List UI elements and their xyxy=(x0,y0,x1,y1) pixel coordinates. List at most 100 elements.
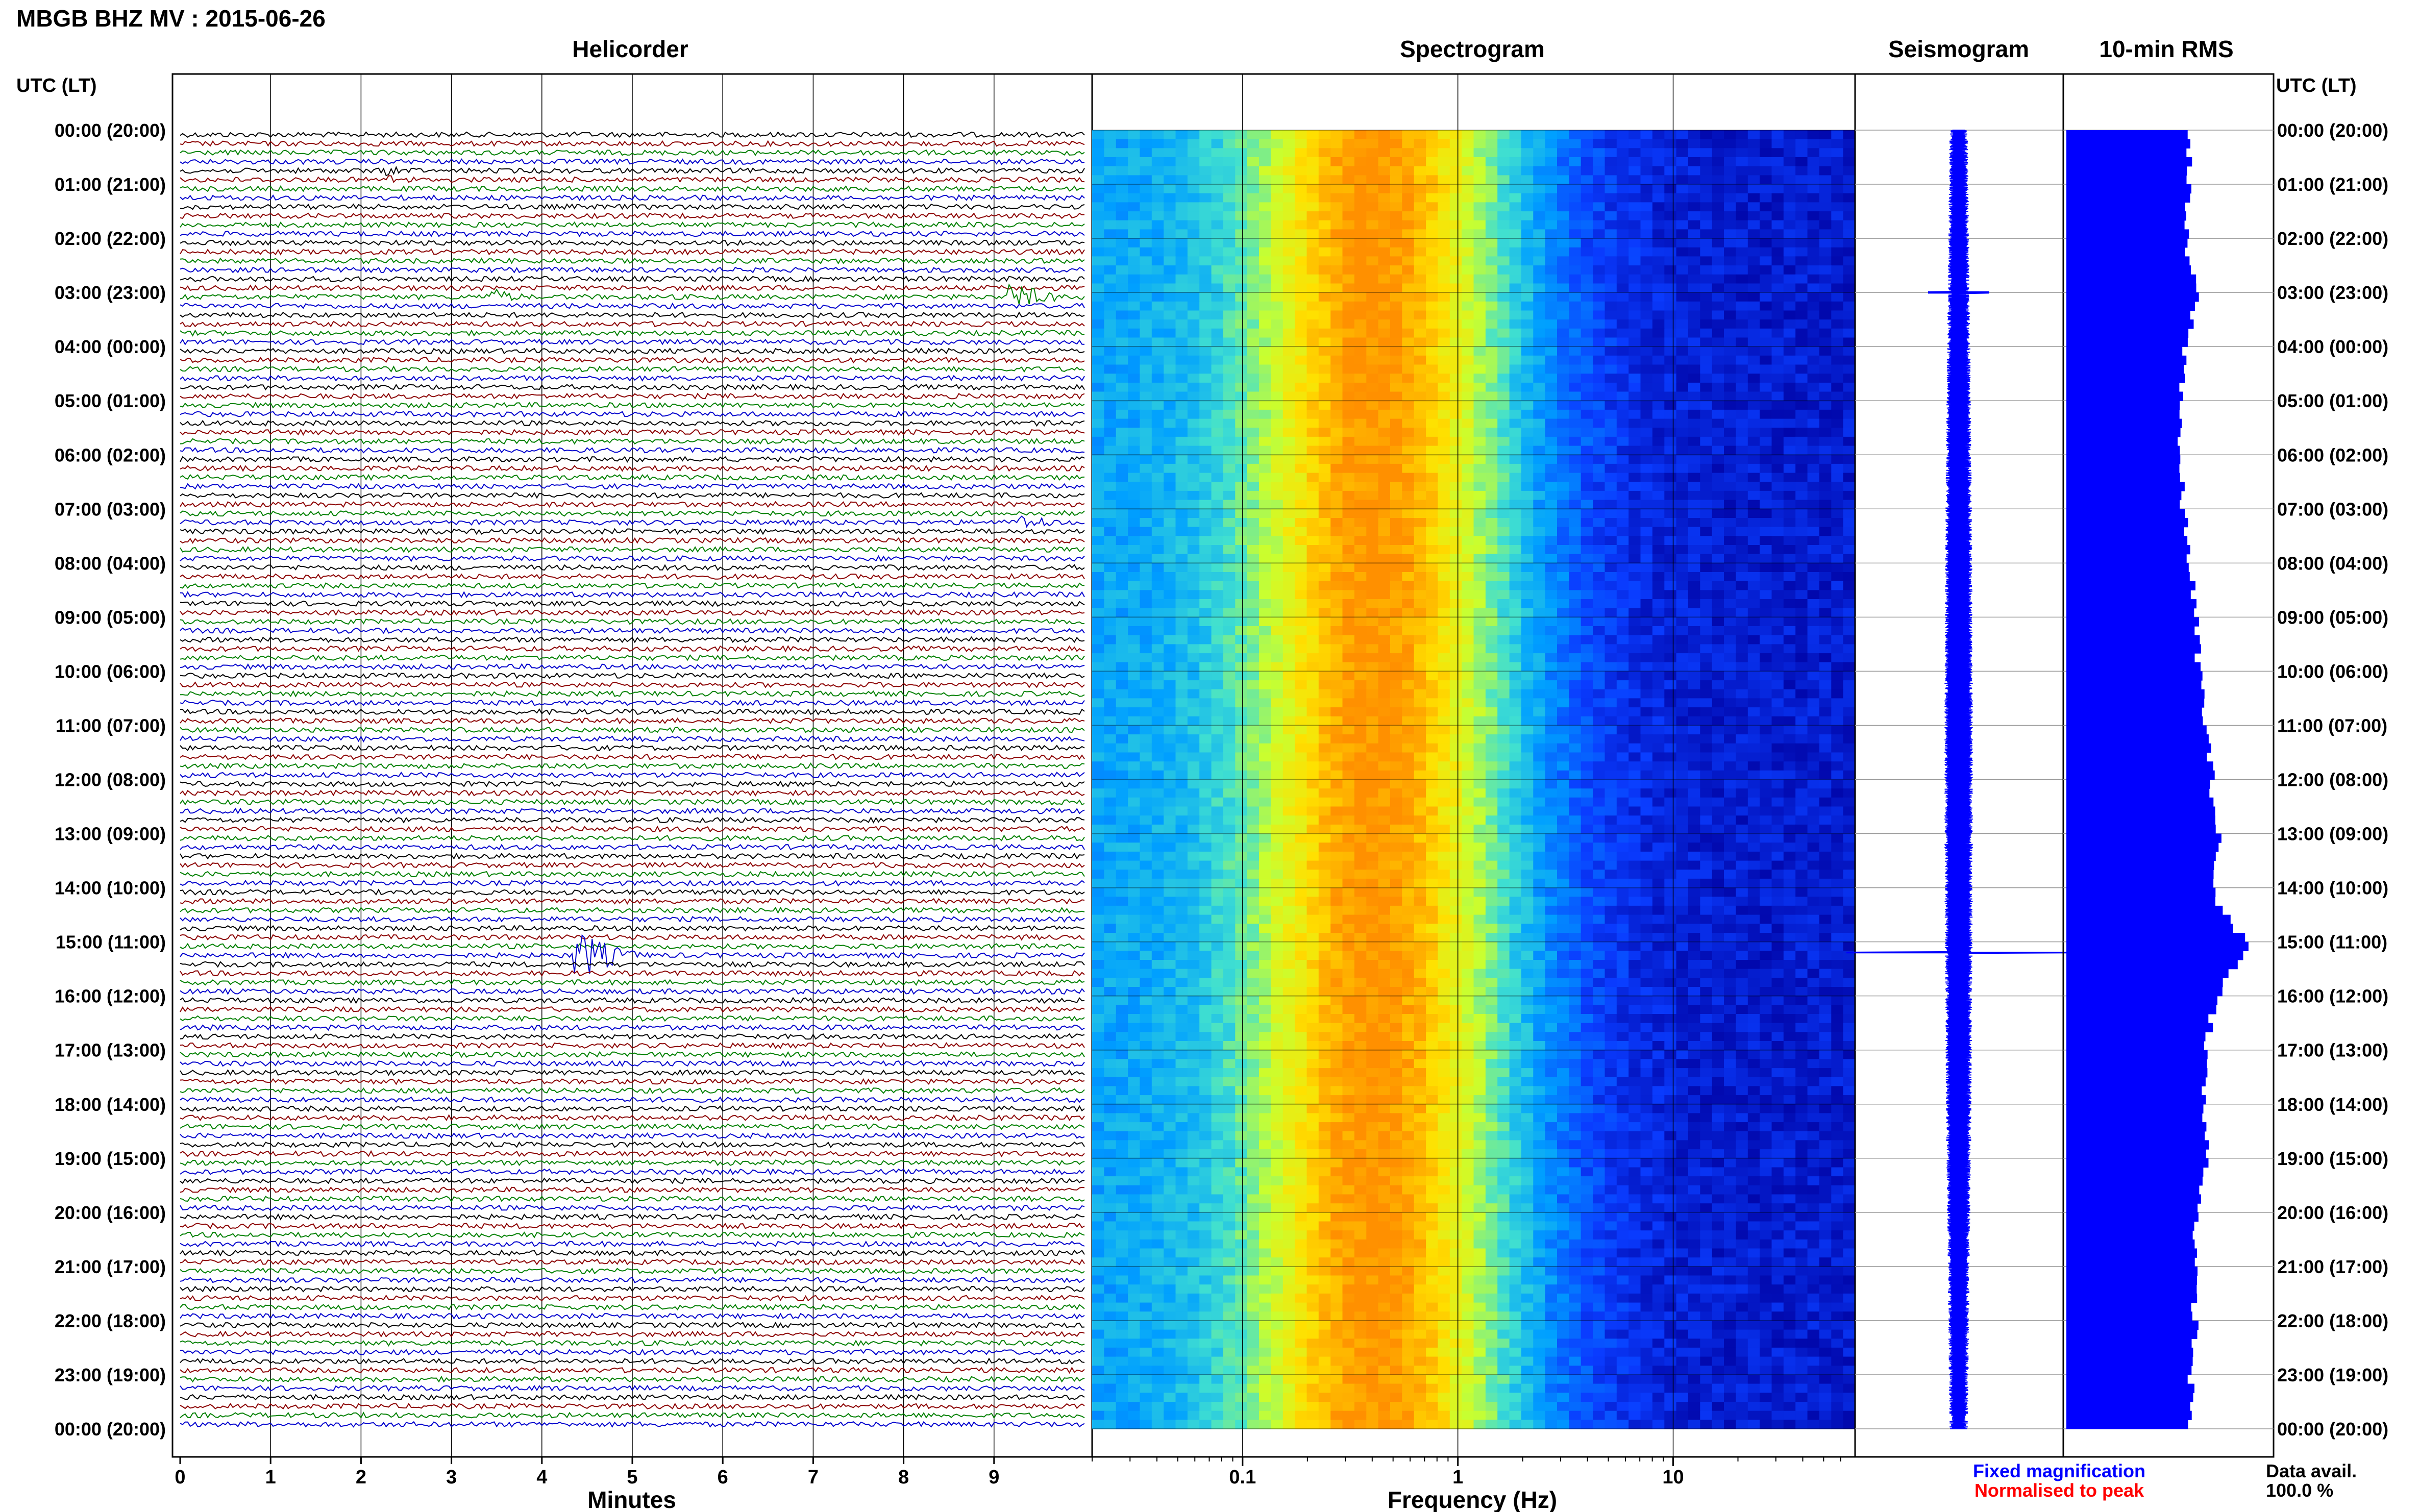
spectrogram-cell xyxy=(1282,265,1295,275)
spectrogram-cell xyxy=(1760,238,1772,248)
spectrogram-cell xyxy=(1271,374,1283,383)
spectrogram-cell xyxy=(1593,418,1606,429)
spectrogram-cell xyxy=(1366,716,1379,726)
spectrogram-cell xyxy=(1366,509,1379,518)
spectrogram-cell xyxy=(1187,238,1200,248)
spectrogram-cell xyxy=(1140,382,1152,392)
spectrogram-cell xyxy=(1128,599,1141,609)
spectrogram-cell xyxy=(1736,328,1748,338)
spectrogram-cell xyxy=(1616,184,1629,194)
spectrogram-cell xyxy=(1175,716,1188,726)
spectrogram-cell xyxy=(1342,193,1355,203)
spectrogram-cell xyxy=(1426,139,1439,149)
spectrogram-cell xyxy=(1747,301,1760,311)
spectrogram-cell xyxy=(1378,680,1391,690)
spectrogram-cell xyxy=(1831,734,1844,744)
spectrogram-cell xyxy=(1533,797,1546,807)
spectrogram-cell xyxy=(1605,391,1617,401)
spectrogram-cell xyxy=(1807,644,1820,654)
spectrogram-cell xyxy=(1497,554,1510,564)
spectrogram-cell xyxy=(1652,436,1665,447)
spectrogram-cell xyxy=(1569,734,1582,744)
spectrogram-cell xyxy=(1426,238,1439,248)
spectrogram-cell xyxy=(1473,229,1486,239)
spectrogram-cell xyxy=(1247,428,1260,437)
spectrogram-cell xyxy=(1533,743,1546,753)
spectrogram-cell xyxy=(1652,301,1665,311)
spectrogram-cell xyxy=(1449,707,1462,717)
spectrogram-cell xyxy=(1497,274,1510,284)
spectrogram-cell xyxy=(1140,797,1152,807)
spectrogram-cell xyxy=(1497,310,1510,320)
spectrogram-cell xyxy=(1390,355,1403,365)
spectrogram-cell xyxy=(1426,193,1439,203)
spectrogram-cell xyxy=(1795,500,1808,510)
spectrogram-cell xyxy=(1485,265,1498,275)
spectrogram-cell xyxy=(1247,418,1260,429)
spectrogram-cell xyxy=(1497,220,1510,230)
spectrogram-cell xyxy=(1760,482,1772,491)
spectrogram-cell xyxy=(1593,238,1606,248)
spectrogram-cell xyxy=(1295,572,1307,582)
spectrogram-cell xyxy=(1140,752,1152,762)
spectrogram-cell xyxy=(1783,563,1796,573)
spectrogram-cell xyxy=(1509,211,1522,221)
spectrogram-cell xyxy=(1378,698,1391,708)
spectrogram-cell xyxy=(1342,374,1355,383)
spectrogram-cell xyxy=(1462,193,1474,203)
spectrogram-cell xyxy=(1354,374,1367,383)
spectrogram-cell xyxy=(1736,157,1748,167)
spectrogram-cell xyxy=(1819,500,1832,510)
spectrogram-cell xyxy=(1819,409,1832,419)
spectrogram-cell xyxy=(1259,626,1272,636)
spectrogram-cell xyxy=(1509,590,1522,600)
spectrogram-cell xyxy=(1271,175,1283,185)
spectrogram-cell xyxy=(1688,229,1701,239)
spectrogram-cell xyxy=(1605,274,1617,284)
spectrogram-cell xyxy=(1497,653,1510,663)
spectrogram-cell xyxy=(1533,346,1546,356)
spectrogram-cell xyxy=(1104,779,1117,789)
spectrogram-cell xyxy=(1402,626,1415,636)
spectrogram-cell xyxy=(1318,211,1331,221)
spectrogram-cell xyxy=(1616,635,1629,645)
spectrogram-cell xyxy=(1211,401,1224,410)
helicorder-trace xyxy=(180,1006,1085,1013)
spectrogram-cell xyxy=(1438,292,1450,302)
spectrogram-cell xyxy=(1426,536,1439,546)
spectrogram-cell xyxy=(1402,148,1415,158)
spectrogram-cell xyxy=(1473,274,1486,284)
spectrogram-cell xyxy=(1116,599,1128,609)
spectrogram-cell xyxy=(1199,211,1212,221)
spectrogram-cell xyxy=(1318,256,1331,266)
spectrogram-cell xyxy=(1402,346,1415,356)
spectrogram-cell xyxy=(1462,382,1474,392)
spectrogram-cell xyxy=(1569,175,1582,185)
spectrogram-cell xyxy=(1390,734,1403,744)
spectrogram-cell xyxy=(1271,337,1283,347)
spectrogram-cell xyxy=(1187,292,1200,302)
spectrogram-cell xyxy=(1747,635,1760,645)
spectrogram-cell xyxy=(1807,319,1820,329)
spectrogram-cell xyxy=(1664,346,1677,356)
spectrogram-cell xyxy=(1485,346,1498,356)
spectrogram-cell xyxy=(1438,220,1450,230)
spectrogram-cell xyxy=(1557,175,1570,185)
spectrogram-cell xyxy=(1700,202,1713,212)
spectrogram-cell xyxy=(1747,680,1760,690)
spectrogram-cell xyxy=(1247,364,1260,374)
spectrogram-cell xyxy=(1497,418,1510,429)
spectrogram-cell xyxy=(1390,364,1403,374)
spectrogram-cell xyxy=(1438,734,1450,744)
spectrogram-cell xyxy=(1390,301,1403,311)
helicorder-trace xyxy=(180,1231,1085,1238)
spectrogram-cell xyxy=(1306,671,1319,681)
spectrogram-cell xyxy=(1426,409,1439,419)
spectrogram-cell xyxy=(1092,220,1105,230)
spectrogram-cell xyxy=(1426,572,1439,582)
spectrogram-cell xyxy=(1092,211,1105,221)
spectrogram-cell xyxy=(1426,761,1439,771)
spectrogram-cell xyxy=(1426,581,1439,591)
spectrogram-cell xyxy=(1545,229,1558,239)
spectrogram-cell xyxy=(1390,391,1403,401)
